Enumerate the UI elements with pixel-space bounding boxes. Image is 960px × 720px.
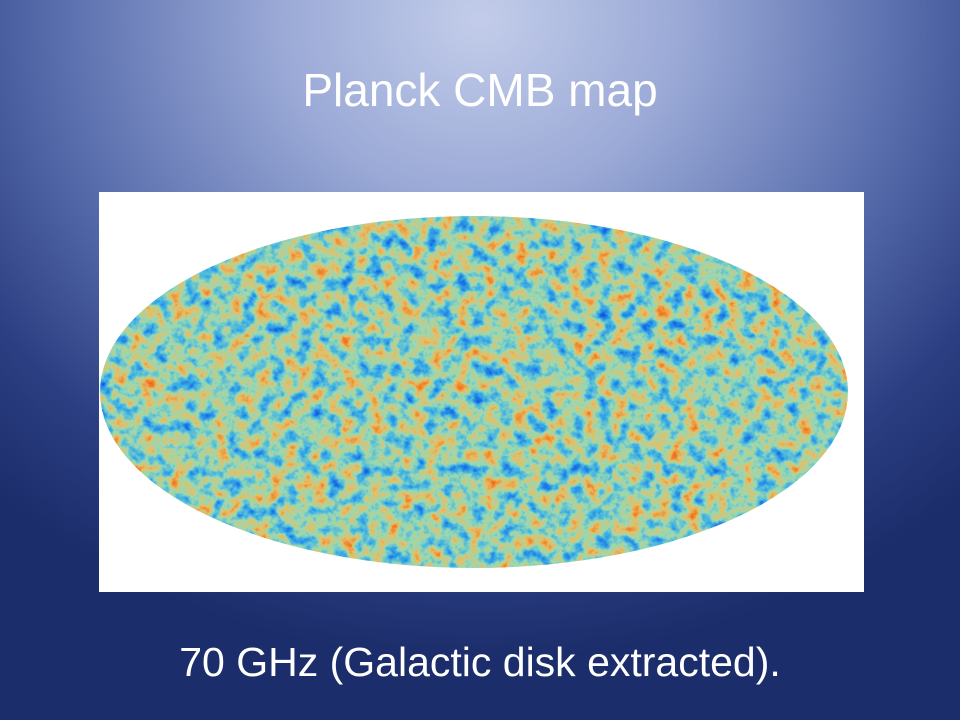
sky-ellipse <box>100 216 848 568</box>
slide-caption: 70 GHz (Galactic disk extracted). <box>179 639 781 685</box>
slide-title: Planck CMB map <box>302 64 658 116</box>
cmb-map-image <box>99 192 864 592</box>
